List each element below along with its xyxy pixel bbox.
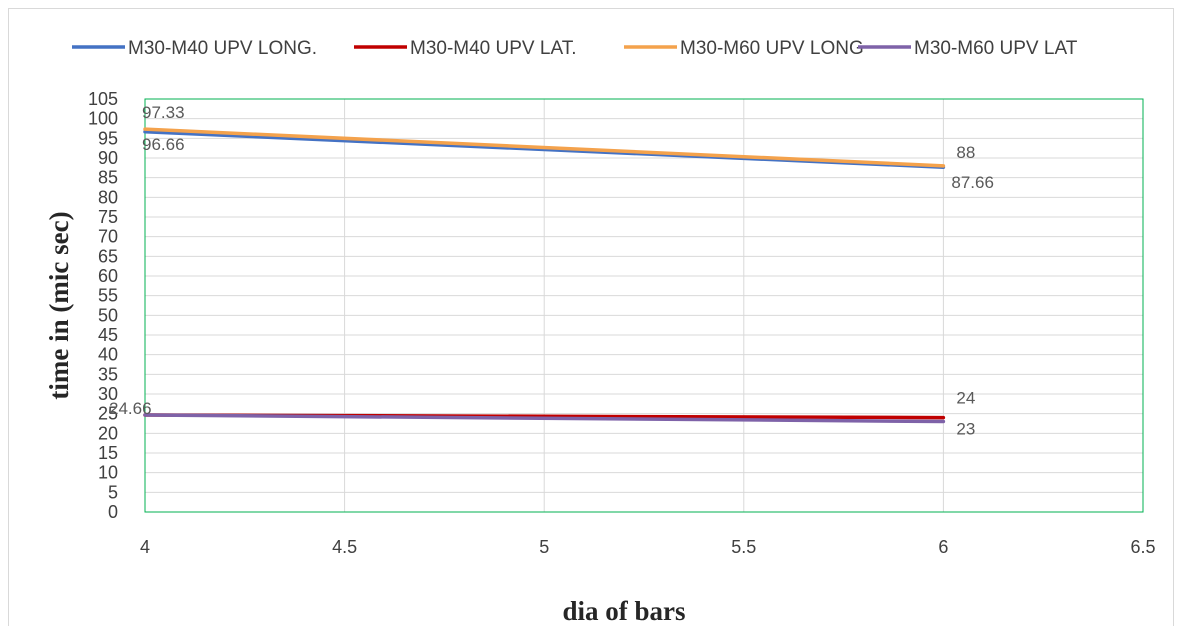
legend: M30-M40 UPV LONG. M30-M40 UPV LAT. M30-M60… bbox=[72, 38, 1078, 59]
y-tick-label: 45 bbox=[98, 325, 118, 345]
data-label: 87.66 bbox=[951, 173, 994, 192]
grid bbox=[144, 98, 1144, 513]
y-axis-title: time in (mic sec) bbox=[44, 211, 74, 399]
y-tick-label: 65 bbox=[98, 246, 118, 266]
legend-label: M30-M40 UPV LAT. bbox=[410, 38, 576, 59]
y-tick-label: 90 bbox=[98, 148, 118, 168]
y-tick-label: 50 bbox=[98, 305, 118, 325]
data-label: 96.66 bbox=[142, 135, 185, 154]
y-tick-label: 55 bbox=[98, 286, 118, 306]
data-label: 88 bbox=[956, 143, 975, 162]
chart-frame bbox=[8, 8, 1174, 626]
legend-item-2: M30-M40 UPV LAT. bbox=[354, 38, 576, 59]
y-tick-label: 5 bbox=[108, 482, 118, 502]
y-tick-label: 105 bbox=[88, 89, 118, 109]
y-tick-label: 100 bbox=[88, 109, 118, 129]
legend-label: M30-M40 UPV LONG. bbox=[128, 38, 317, 59]
series-line-4 bbox=[143, 413, 946, 424]
y-tick-label: 15 bbox=[98, 443, 118, 463]
y-tick-label: 85 bbox=[98, 168, 118, 188]
data-label: 23 bbox=[956, 420, 975, 439]
y-axis: 0510152025303540455055606570758085909510… bbox=[88, 89, 118, 522]
y-tick-label: 20 bbox=[98, 423, 118, 443]
y-tick-label: 80 bbox=[98, 187, 118, 207]
x-tick-label: 4 bbox=[140, 537, 150, 557]
data-labels: 96.66 87.66 24.66 24 97.33 88 23 bbox=[109, 103, 994, 438]
y-tick-label: 95 bbox=[98, 128, 118, 148]
y-tick-label: 70 bbox=[98, 227, 118, 247]
y-tick-label: 40 bbox=[98, 345, 118, 365]
y-tick-label: 30 bbox=[98, 384, 118, 404]
series-lines bbox=[143, 127, 946, 424]
x-tick-label: 5.5 bbox=[731, 537, 756, 557]
y-tick-label: 35 bbox=[98, 364, 118, 384]
y-tick-label: 10 bbox=[98, 463, 118, 483]
data-label: 24 bbox=[956, 389, 975, 408]
legend-item-1: M30-M40 UPV LONG. bbox=[72, 38, 317, 59]
y-tick-label: 0 bbox=[108, 502, 118, 522]
legend-label: M30-M60 UPV LAT bbox=[914, 38, 1078, 59]
y-tick-label: 75 bbox=[98, 207, 118, 227]
series-line-3 bbox=[143, 127, 946, 168]
x-axis-title: dia of bars bbox=[562, 596, 685, 626]
x-tick-label: 5 bbox=[539, 537, 549, 557]
y-tick-label: 25 bbox=[98, 404, 118, 424]
x-tick-label: 6 bbox=[938, 537, 948, 557]
x-axis: 4 4.5 5 5.5 6 6.5 bbox=[140, 537, 1156, 557]
legend-item-3: M30-M60 UPV LONG bbox=[624, 38, 864, 59]
x-tick-label: 6.5 bbox=[1130, 537, 1155, 557]
legend-item-4: M30-M60 UPV LAT bbox=[858, 38, 1078, 59]
plot-area-border bbox=[144, 98, 1144, 513]
y-tick-label: 60 bbox=[98, 266, 118, 286]
x-tick-label: 4.5 bbox=[332, 537, 357, 557]
data-label: 24.66 bbox=[109, 399, 152, 418]
data-label: 97.33 bbox=[142, 103, 185, 122]
legend-label: M30-M60 UPV LONG bbox=[680, 38, 864, 59]
